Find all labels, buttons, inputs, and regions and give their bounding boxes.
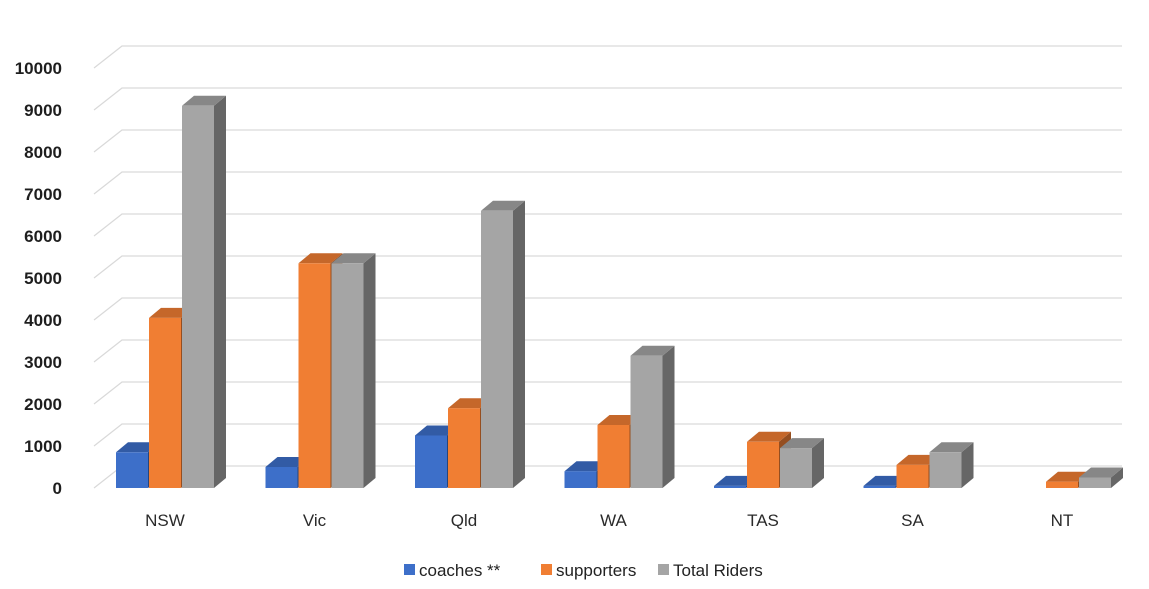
- gridline: [93, 297, 1122, 321]
- y-tick-label: 7000: [24, 185, 62, 204]
- gridline: [93, 171, 1122, 195]
- x-tick-label: NT: [1051, 511, 1074, 530]
- legend-swatch: [658, 564, 669, 575]
- bar-total-riders-wa: [630, 345, 675, 488]
- y-tick-label: 10000: [15, 59, 62, 78]
- legend-label: supporters: [556, 561, 636, 580]
- x-tick-label: WA: [600, 511, 627, 530]
- legend-item-supporters: supporters: [541, 561, 636, 580]
- bar-total-riders-nt: [1079, 467, 1123, 488]
- gridline: [93, 423, 1122, 447]
- y-tick-label: 1000: [24, 437, 62, 456]
- y-tick-label: 9000: [24, 101, 62, 120]
- y-tick-label: 5000: [24, 269, 62, 288]
- legend-label: coaches **: [419, 561, 501, 580]
- y-tick-label: 8000: [24, 143, 62, 162]
- legend-label: Total Riders: [673, 561, 763, 580]
- legend-item-total-riders: Total Riders: [658, 561, 763, 580]
- x-tick-label: TAS: [747, 511, 779, 530]
- bar-total-riders-sa: [929, 442, 974, 488]
- gridline: [93, 255, 1122, 279]
- legend-swatch: [541, 564, 552, 575]
- x-tick-label: NSW: [145, 511, 185, 530]
- gridline: [93, 381, 1122, 405]
- y-tick-label: 4000: [24, 311, 62, 330]
- gridline: [93, 213, 1122, 237]
- x-tick-label: Qld: [451, 511, 477, 530]
- gridline: [93, 87, 1122, 111]
- gridline: [93, 339, 1122, 363]
- bar-total-riders-nsw: [182, 95, 226, 489]
- x-tick-label: Vic: [303, 511, 327, 530]
- x-tick-label: SA: [901, 511, 924, 530]
- y-tick-label: 2000: [24, 395, 62, 414]
- y-tick-label: 0: [53, 479, 62, 498]
- legend-item-coaches: coaches **: [404, 561, 501, 580]
- bar-total-riders-vic: [331, 253, 376, 488]
- bar-total-riders-qld: [481, 200, 525, 489]
- bar-total-riders-tas: [780, 438, 824, 488]
- legend-swatch: [404, 564, 415, 575]
- gridline: [93, 129, 1122, 153]
- y-tick-label: 6000: [24, 227, 62, 246]
- y-tick-label: 3000: [24, 353, 62, 372]
- gridline: [93, 45, 1122, 69]
